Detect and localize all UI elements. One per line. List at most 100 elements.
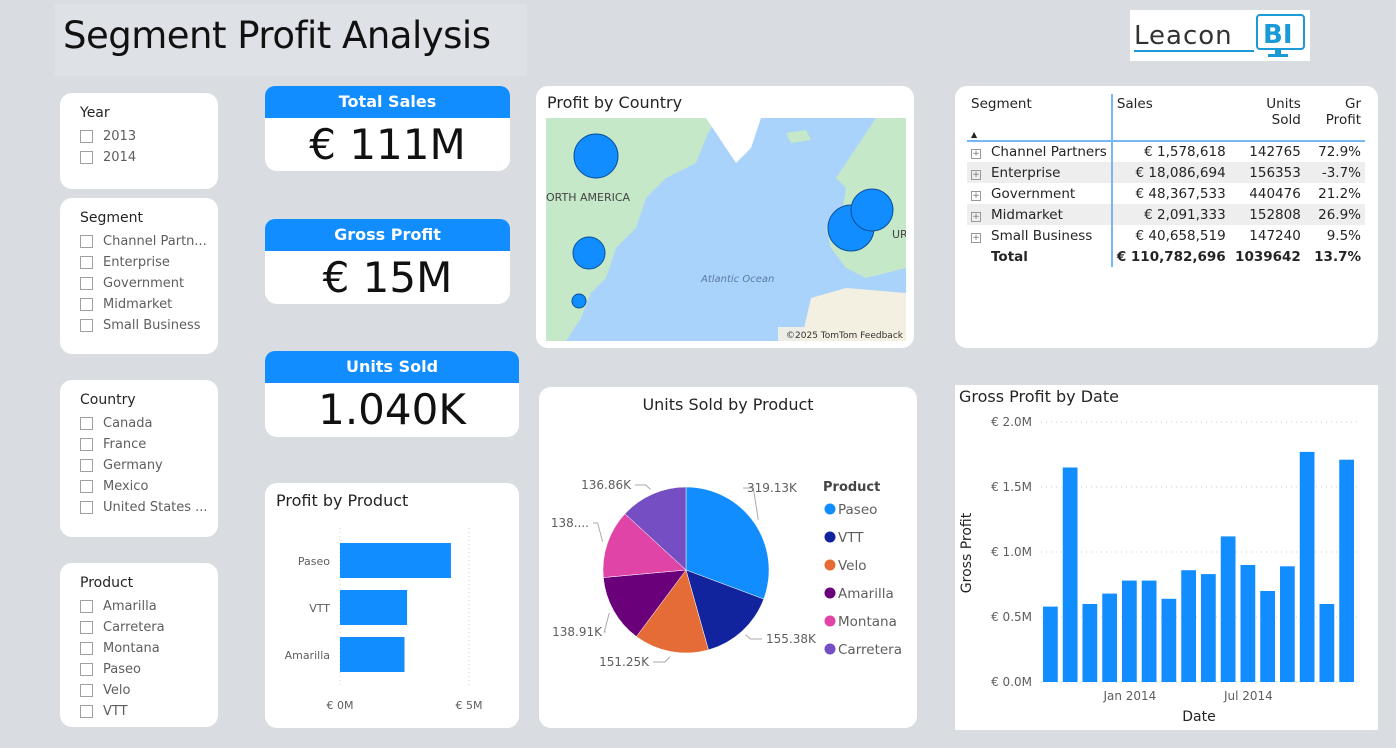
pie-slice-carretera[interactable] — [624, 486, 687, 571]
profit-by-product-visual[interactable]: Profit by Product € 0M € 5M Paseo VTT Amaril… — [265, 483, 519, 728]
checkbox[interactable] — [80, 600, 93, 613]
checkbox[interactable] — [80, 684, 93, 697]
legend-item[interactable]: Amarilla — [824, 586, 894, 602]
checkbox[interactable] — [80, 438, 93, 451]
slicer-option[interactable]: United States ... — [80, 500, 208, 515]
pie-slice-paseo[interactable] — [685, 486, 770, 600]
units-sold-by-product-visual[interactable]: Units Sold by Product 319.13K 155.38K 151.… — [539, 387, 917, 728]
legend-item[interactable]: Montana — [824, 614, 897, 630]
bar-may-2014[interactable] — [1201, 574, 1216, 682]
bar-nov-2014[interactable] — [1319, 604, 1335, 682]
pie-slice-amarilla[interactable] — [603, 569, 687, 637]
checkbox[interactable] — [80, 501, 93, 514]
pie-slice-vtt[interactable] — [685, 569, 765, 651]
checkbox[interactable] — [80, 663, 93, 676]
checkbox[interactable] — [80, 417, 93, 430]
segment-table-visual[interactable]: Segment ▲ Sales Units Sold Gr Profit + Cha… — [955, 86, 1378, 348]
expand-icon[interactable]: + — [971, 149, 981, 159]
slicer-option[interactable]: Mexico — [80, 479, 148, 494]
column-header-segment[interactable]: Segment ▲ — [967, 94, 1113, 142]
bar-oct-2014[interactable] — [1299, 451, 1315, 682]
bar-dec-2014[interactable] — [1339, 459, 1354, 682]
expand-icon[interactable]: + — [971, 211, 981, 222]
column-header-units[interactable]: Units Sold — [1229, 94, 1305, 142]
leacon-bi-logo: Leacon BI — [1130, 10, 1310, 61]
table-row[interactable]: + Enterprise € 18,086,694 156353 -3.7% — [967, 162, 1365, 183]
option-label: Government — [103, 276, 185, 291]
column-header-sales[interactable]: Sales — [1111, 94, 1230, 142]
pie-slice-velo[interactable] — [636, 569, 709, 654]
slicer-option[interactable]: Canada — [80, 416, 152, 431]
slicer-option[interactable]: Carretera — [80, 620, 165, 635]
checkbox[interactable] — [80, 459, 93, 472]
checkbox[interactable] — [80, 277, 93, 290]
gross-profit-by-date-visual[interactable]: Gross Profit by Date € 0.0M € 0.5M € 1.0M €… — [955, 385, 1378, 730]
bar-oct-2013[interactable] — [1062, 467, 1078, 683]
table-row[interactable]: + Channel Partners € 1,578,618 142765 72.9% — [967, 141, 1365, 162]
bar-aug-2014[interactable] — [1260, 591, 1275, 682]
bubble-mexico[interactable] — [571, 293, 587, 309]
checkbox[interactable] — [80, 642, 93, 655]
slicer-option[interactable]: Velo — [80, 683, 130, 698]
legend-item[interactable]: VTT — [824, 530, 865, 546]
checkbox[interactable] — [80, 151, 93, 164]
bar-paseo[interactable] — [340, 543, 451, 578]
slicer-option[interactable]: Montana — [80, 641, 160, 656]
gp-cell: 72.9% — [1318, 144, 1361, 160]
map-attribution[interactable]: ©2025 TomTom Feedback — [786, 331, 904, 341]
option-label: Enterprise — [103, 255, 170, 270]
checkbox[interactable] — [80, 235, 93, 248]
bar-jul-2014[interactable] — [1240, 565, 1256, 682]
bar-apr-2014[interactable] — [1181, 570, 1196, 682]
bar-jun-2014[interactable] — [1220, 536, 1236, 682]
bar-nov-2013[interactable] — [1082, 604, 1098, 682]
slicer-option[interactable]: 2014 — [80, 150, 136, 165]
checkbox[interactable] — [80, 256, 93, 269]
ocean-label: Atlantic Ocean — [700, 274, 774, 285]
expand-icon[interactable]: + — [971, 232, 981, 243]
table-row[interactable]: + Government € 48,367,533 440476 21.2% — [967, 183, 1365, 204]
checkbox[interactable] — [80, 298, 93, 311]
bar-feb-2014[interactable] — [1141, 580, 1157, 682]
checkbox[interactable] — [80, 621, 93, 634]
table-row[interactable]: + Midmarket € 2,091,333 152808 26.9% — [967, 204, 1365, 225]
slicer-option[interactable]: Midmarket — [80, 297, 172, 312]
slicer-option[interactable]: Small Business — [80, 318, 201, 333]
slicer-option[interactable]: Government — [80, 276, 184, 291]
slicer-option[interactable]: Channel Partn... — [80, 234, 207, 249]
bubble-germany[interactable] — [850, 188, 894, 232]
checkbox[interactable] — [80, 480, 93, 493]
map[interactable]: ORTH AMERICA UR Atlantic Ocean ©2025 Tom… — [546, 118, 906, 341]
bar-dec-2013[interactable] — [1102, 593, 1117, 682]
option-label: Carretera — [103, 620, 165, 635]
sort-ascending-icon[interactable]: ▲ — [971, 130, 978, 139]
bar-sep-2014[interactable] — [1280, 566, 1295, 682]
column-header-gp[interactable]: Gr Profit — [1304, 94, 1365, 142]
slicer-option[interactable]: 2013 — [80, 129, 136, 144]
bubble-canada[interactable] — [573, 133, 619, 179]
expand-icon[interactable]: + — [971, 190, 981, 201]
checkbox[interactable] — [80, 705, 93, 718]
bar-mar-2014[interactable] — [1161, 598, 1177, 682]
legend-item[interactable]: Paseo — [824, 502, 878, 518]
slicer-option[interactable]: Amarilla — [80, 599, 157, 614]
slicer-option[interactable]: VTT — [80, 704, 128, 719]
slicer-option[interactable]: France — [80, 437, 146, 452]
slicer-option[interactable]: Paseo — [80, 662, 141, 677]
checkbox[interactable] — [80, 130, 93, 143]
pie-slice-montana[interactable] — [602, 513, 687, 578]
legend-item[interactable]: Velo — [824, 558, 867, 574]
expand-icon[interactable]: + — [971, 169, 981, 180]
slicer-option[interactable]: Germany — [80, 458, 163, 473]
bar-vtt[interactable] — [340, 590, 408, 625]
bubble-united-states[interactable] — [572, 236, 606, 270]
profit-by-country-visual[interactable]: Profit by Country ORTH AMERICA UR Atlant… — [536, 86, 914, 348]
bar-amarilla[interactable] — [340, 637, 405, 672]
slicer-option[interactable]: Enterprise — [80, 255, 170, 270]
option-label: Small Business — [103, 318, 201, 333]
checkbox[interactable] — [80, 319, 93, 332]
bar-jan-2014[interactable] — [1122, 580, 1137, 682]
legend-item[interactable]: Carretera — [824, 642, 903, 658]
bar-sep-2013[interactable] — [1043, 606, 1058, 682]
table-row[interactable]: + Small Business € 40,658,519 147240 9.5% — [967, 225, 1365, 246]
